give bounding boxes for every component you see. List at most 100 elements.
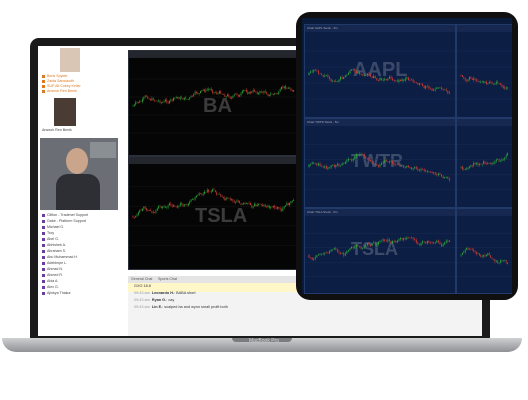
candle-body — [194, 197, 196, 200]
candle-body — [461, 166, 463, 170]
webcam-video-main[interactable] — [40, 138, 118, 210]
user-row-17[interactable]: Alex G. — [42, 285, 59, 289]
candle-body — [333, 247, 335, 250]
tablet-panel-twtr[interactable]: Chart TWTR Stock - 5m TWTR — [304, 118, 456, 208]
user-row-9[interactable]: Abel G. — [42, 237, 59, 241]
candle-body — [245, 203, 247, 204]
tablet-panel-side-2[interactable] — [456, 118, 512, 208]
user-row-14[interactable]: Ahmad N. — [42, 267, 63, 271]
candle-body — [387, 161, 389, 163]
candle-body — [319, 163, 321, 167]
candle-body — [441, 244, 443, 247]
candle-body — [317, 70, 319, 74]
user-row-2[interactable]: SUP Alt Cokey Keller — [42, 84, 81, 88]
candle-body — [189, 201, 191, 204]
candle-body — [418, 244, 420, 246]
candle-body — [231, 198, 232, 200]
candle-body — [357, 244, 359, 247]
candle-body — [505, 87, 507, 89]
user-row-16[interactable]: Aida A. — [42, 279, 58, 283]
candle-body — [398, 79, 400, 82]
candle-body — [137, 212, 139, 215]
candle-body — [333, 164, 335, 168]
user-row-15[interactable]: Ahmed R. — [42, 273, 63, 277]
tab-sports-chat[interactable]: Sports Chat — [158, 277, 177, 281]
candle-body — [322, 75, 324, 77]
candle-body — [143, 97, 145, 100]
user-row-12[interactable]: Abu Muhammad H. — [42, 255, 78, 259]
candle-body — [491, 163, 493, 165]
candle-body — [179, 203, 181, 206]
candle-body — [343, 253, 345, 256]
webcam-video-1[interactable] — [60, 48, 80, 72]
tab-general-chat[interactable]: General Chat — [131, 277, 153, 281]
tablet-panel-tsla[interactable]: Chart TSLA Stock - 5m TSLA — [304, 208, 456, 294]
user-row-13[interactable]: Adebimpe L. — [42, 261, 67, 265]
candle-body — [330, 79, 332, 82]
chart-panel-bottom[interactable]: TSLA — [128, 156, 300, 270]
user-row-10[interactable]: Abhishek A. — [42, 243, 66, 247]
candle-body — [152, 211, 154, 213]
chart-symbol-bottom: TSLA — [195, 205, 248, 227]
chart-panel-top[interactable]: BA — [128, 50, 300, 156]
candle-body — [354, 156, 356, 159]
candle-body — [393, 163, 395, 165]
webcam-video-2[interactable] — [54, 98, 76, 126]
user-row-18[interactable]: Ajinkya Thakur — [42, 291, 71, 295]
user-row-7[interactable]: Michael G. — [42, 225, 64, 229]
candle-body — [437, 240, 439, 243]
user-row-1[interactable]: Zaida Sansiaodh — [42, 79, 74, 83]
candle-body — [426, 240, 428, 244]
tablet-panel-side-3[interactable] — [456, 208, 512, 294]
candle-body — [251, 91, 253, 93]
candle-body — [385, 79, 387, 81]
candle-body — [159, 206, 161, 207]
candle-body — [507, 87, 509, 89]
candle-body — [471, 165, 473, 166]
candle-body — [338, 251, 340, 253]
candle-body — [311, 257, 313, 260]
candle-body — [476, 162, 477, 165]
candle-body — [324, 166, 326, 168]
candle-body — [178, 205, 180, 207]
candle-body — [474, 251, 476, 253]
candle-body — [430, 88, 431, 90]
candle-body — [447, 240, 449, 242]
candle-body — [417, 83, 419, 85]
user-row-8[interactable]: Troy — [42, 231, 54, 235]
candle-body — [340, 165, 342, 166]
user-row-5[interactable]: Clifton - Tradenet Support — [42, 213, 88, 217]
candle-body — [220, 91, 222, 94]
candle-body — [403, 79, 405, 81]
candle-body — [213, 92, 215, 93]
candle-body — [329, 167, 330, 169]
candle-body — [132, 216, 134, 218]
candle-body — [266, 206, 268, 208]
candle-body — [313, 69, 315, 72]
user-row-3[interactable]: Anseuh Ren Benik — [42, 89, 77, 93]
candle-body — [201, 193, 203, 195]
user-row-6[interactable]: Gabe - Platform Support — [42, 219, 86, 223]
candle-body — [422, 83, 424, 86]
candle-body — [263, 205, 265, 207]
candle-body — [379, 78, 381, 81]
user-row-0[interactable]: Boris Spyder — [42, 74, 68, 78]
candle-body — [254, 90, 255, 92]
candle-body — [351, 246, 353, 249]
tablet-panel-side-1[interactable] — [456, 24, 512, 118]
user-row-4[interactable]: Anseuh Ren Benik — [42, 128, 72, 132]
candle-body — [497, 260, 499, 264]
user-row-11[interactable]: Abraham S. — [42, 249, 66, 253]
tablet-panel-aapl[interactable]: Chart AAPL Stock - 5m AAPL — [304, 24, 456, 118]
candle-body — [271, 93, 273, 95]
candle-body — [281, 209, 282, 211]
candle-body — [478, 163, 480, 166]
candle-body — [444, 242, 446, 245]
candle-body — [174, 97, 176, 99]
candle-body — [137, 101, 139, 103]
candle-body — [319, 253, 321, 255]
candle-body — [235, 93, 237, 95]
candle-body — [179, 97, 181, 100]
candle-body — [382, 79, 384, 81]
candle-body — [352, 158, 354, 161]
